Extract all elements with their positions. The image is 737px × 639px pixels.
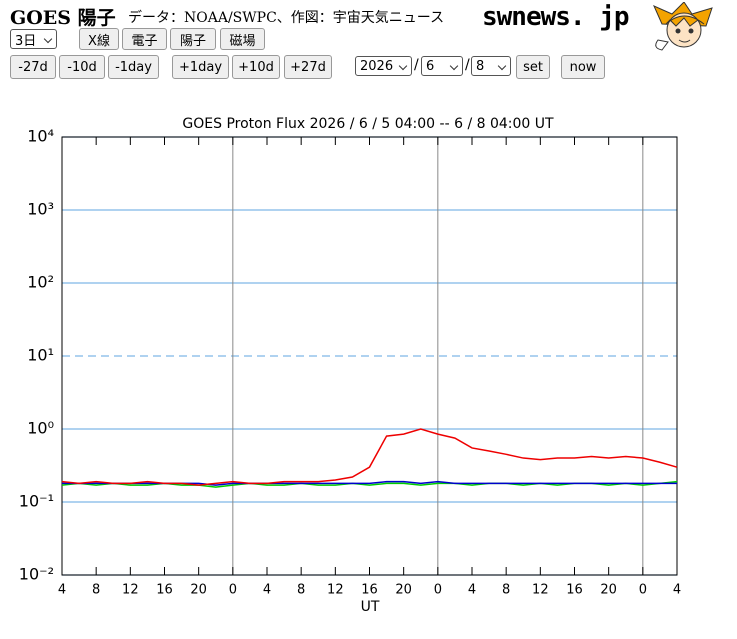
y-tick-label: 10¹ xyxy=(27,346,54,365)
logo-character xyxy=(653,2,713,51)
series-line xyxy=(61,428,678,486)
step-button[interactable]: +10d xyxy=(232,55,280,79)
y-tick-label: 10⁻¹ xyxy=(19,492,54,511)
x-tick-label: 0 xyxy=(229,583,237,598)
x-tick-label: 4 xyxy=(58,583,66,598)
plot-frame xyxy=(61,136,678,576)
set-button[interactable]: set xyxy=(516,55,550,79)
x-tick-label: 8 xyxy=(297,583,305,598)
y-tick-label: 10² xyxy=(27,273,54,292)
y-tick-label: 10⁴ xyxy=(27,127,54,146)
now-button[interactable]: now xyxy=(561,55,605,79)
x-tick-label: 20 xyxy=(395,583,412,598)
step-button[interactable]: -10d xyxy=(59,55,105,79)
type-button[interactable]: X線 xyxy=(79,28,119,50)
type-button[interactable]: 陽子 xyxy=(170,28,216,50)
x-tick-label: 20 xyxy=(600,583,617,598)
x-tick-label: 16 xyxy=(156,583,173,598)
step-button[interactable]: -27d xyxy=(10,55,56,79)
month-select[interactable]: 6 xyxy=(421,56,463,76)
x-tick-label: 20 xyxy=(190,583,207,598)
step-button[interactable]: +1day xyxy=(172,55,229,79)
x-tick-label: 4 xyxy=(673,583,681,598)
x-tick-label: 12 xyxy=(122,583,139,598)
separator: / xyxy=(465,57,470,73)
period-select[interactable]: 3日 xyxy=(10,29,57,49)
x-tick-label: 16 xyxy=(361,583,378,598)
x-axis-label: UT xyxy=(361,599,380,615)
x-tick-label: 0 xyxy=(434,583,442,598)
x-tick-label: 8 xyxy=(502,583,510,598)
year-select[interactable]: 2026 xyxy=(355,56,412,76)
x-tick-label: 4 xyxy=(468,583,476,598)
step-button[interactable]: -1day xyxy=(108,55,159,79)
type-button[interactable]: 磁場 xyxy=(220,28,265,50)
chart: GOES Proton Flux 2026 / 6 / 5 04:00 -- 6… xyxy=(19,116,681,615)
x-tick-label: 4 xyxy=(263,583,271,598)
chart-title: GOES Proton Flux 2026 / 6 / 5 04:00 -- 6… xyxy=(182,116,554,132)
x-tick-label: 8 xyxy=(92,583,100,598)
day-select[interactable]: 8 xyxy=(471,56,511,76)
separator: / xyxy=(414,57,419,73)
y-tick-label: 10³ xyxy=(27,200,54,219)
y-tick-label: 10⁻² xyxy=(19,565,54,584)
x-tick-label: 12 xyxy=(532,583,549,598)
x-tick-label: 12 xyxy=(327,583,344,598)
y-tick-label: 10⁰ xyxy=(27,419,54,438)
x-tick-label: 0 xyxy=(639,583,647,598)
x-tick-label: 16 xyxy=(566,583,583,598)
step-button[interactable]: +27d xyxy=(284,55,332,79)
page-title: GOES 陽子 xyxy=(10,7,116,29)
type-button[interactable]: 電子 xyxy=(122,28,167,50)
logo[interactable]: swnews. jp xyxy=(482,2,630,32)
credit: データ：NOAA/SWPC、作図：宇宙天気ニュース xyxy=(128,10,445,26)
